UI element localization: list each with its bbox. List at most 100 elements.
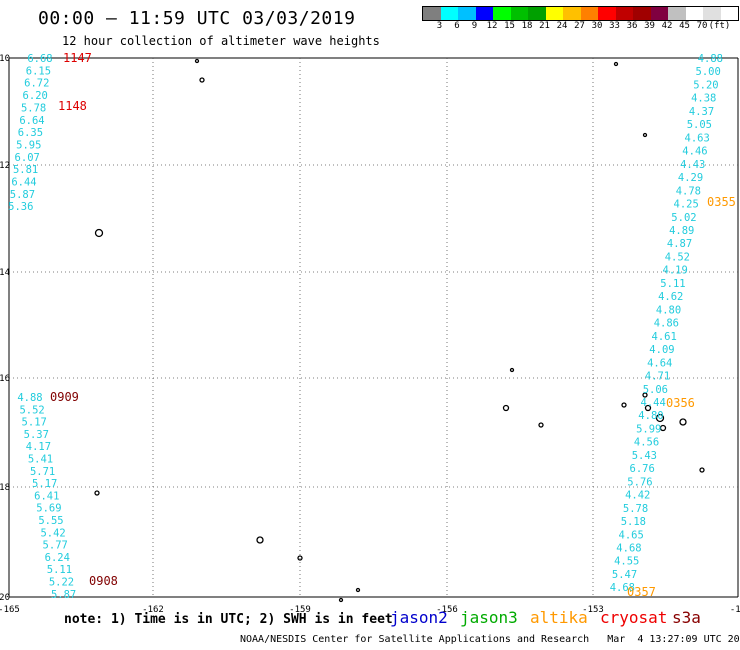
wave-height-value: 5.43 (632, 450, 657, 462)
wave-height-value: 4.56 (634, 437, 659, 449)
wave-height-value: 4.55 (614, 556, 639, 568)
satellite-legend-s3a: s3a (672, 608, 701, 627)
latitude-label: -14 (0, 268, 10, 278)
wave-height-value: 5.22 (49, 577, 74, 589)
map-footer: NOAA/NESDIS Center for Satellite Applica… (240, 634, 740, 645)
satellite-legend-jason2: jason2 (390, 608, 448, 627)
wave-height-value: 5.36 (8, 201, 33, 213)
wave-height-value: 4.68 (616, 543, 641, 555)
wave-height-value: 5.42 (40, 527, 65, 539)
wave-height-value: 4.29 (678, 172, 703, 184)
island-outline (196, 60, 199, 63)
pass-time-label: 0356 (666, 396, 695, 410)
island-outline (644, 134, 647, 137)
island-outline (511, 369, 514, 372)
longitude-label: -165 (0, 605, 20, 615)
wave-height-value: 5.11 (660, 278, 685, 290)
island-outline (700, 468, 704, 472)
wave-height-value: 6.24 (45, 552, 70, 564)
wave-height-value: 4.37 (689, 106, 714, 118)
wave-height-value: 4.61 (652, 331, 677, 343)
track-right: 4.885.005.20 4.384.375.054.63 4.464.434.29… (610, 53, 723, 594)
wave-height-value: 5.00 (696, 66, 721, 78)
wave-height-value: 4.89 (669, 225, 694, 237)
wave-height-value: 4.80 (656, 304, 681, 316)
wave-height-value: 5.95 (16, 139, 41, 151)
wave-height-value: 6.20 (23, 90, 48, 102)
wave-height-value: 6.76 (630, 463, 655, 475)
track-left-upper: 6.686.156.726.205.786.646.355.956.075.81… (8, 53, 52, 213)
altimeter-tracks: 6.686.156.726.205.786.646.355.956.075.81… (8, 51, 736, 601)
satellite-legend-cryosat: cryosat (600, 608, 667, 627)
wave-height-value: 5.81 (13, 164, 38, 176)
wave-height-value: 6.41 (34, 490, 59, 502)
wave-height-value: 5.17 (22, 417, 47, 429)
wave-height-value: 4.63 (685, 132, 710, 144)
wave-height-value: 4.42 (625, 490, 650, 502)
track-left-lower: 4.885.525.175.374.175.415.715.176.415.69… (17, 392, 76, 601)
wave-height-value: 6.07 (15, 152, 40, 164)
longitude-label: -15 (730, 605, 740, 615)
wave-height-value: 5.71 (30, 466, 55, 478)
island-outline (504, 406, 509, 411)
wave-height-value: 6.15 (26, 65, 51, 77)
wave-height-value: 4.86 (654, 318, 679, 330)
wave-height-value: 5.78 (623, 503, 648, 515)
wave-height-value: 6.64 (19, 115, 44, 127)
island-outline (200, 78, 204, 82)
wave-height-value: 4.17 (26, 441, 51, 453)
island-outline (615, 63, 618, 66)
pass-time-label: 0909 (50, 390, 79, 404)
wave-height-value: 5.20 (693, 79, 718, 91)
wave-height-value: 4.88 (698, 53, 723, 65)
wave-height-value: 5.37 (24, 429, 49, 441)
wave-height-value: 4.38 (691, 93, 716, 105)
wave-height-value: 5.41 (28, 454, 53, 466)
wave-height-value: 5.18 (621, 516, 646, 528)
latitude-label: -16 (0, 374, 10, 384)
wave-height-map: -10-12-14-16-18-20-165-162-159-156-153-1… (0, 0, 740, 650)
island-outline (622, 403, 626, 407)
wave-height-value: 6.44 (11, 177, 36, 189)
latitude-label: -20 (0, 593, 10, 603)
pass-time-label: 0357 (627, 585, 656, 599)
pass-time-label: 0355 (707, 195, 736, 209)
wave-height-value: 6.72 (24, 78, 49, 90)
wave-height-value: 5.47 (612, 569, 637, 581)
pass-time-label: 1148 (58, 99, 87, 113)
pass-time-label: 0908 (89, 574, 118, 588)
wave-height-value: 4.46 (682, 146, 707, 158)
island-outline (257, 537, 263, 543)
wave-height-value: 5.77 (43, 540, 68, 552)
wave-height-value: 5.69 (36, 503, 61, 515)
island-outline (357, 589, 360, 592)
island-outline (96, 230, 103, 237)
wave-height-value: 5.52 (19, 404, 44, 416)
latitude-label: -18 (0, 483, 10, 493)
wave-height-value: 5.02 (671, 212, 696, 224)
wave-height-value: 4.87 (667, 238, 692, 250)
wave-height-value: 4.64 (647, 357, 672, 369)
latitude-label: -10 (0, 54, 10, 64)
islands (95, 60, 704, 602)
satellite-legend-altika: altika (530, 608, 588, 627)
wave-height-value: 4.80 (638, 410, 663, 422)
wave-height-value: 4.71 (645, 371, 670, 383)
island-outline (539, 423, 543, 427)
wave-height-value: 4.78 (676, 185, 701, 197)
wave-height-value: 5.78 (21, 102, 46, 114)
wave-height-value: 5.87 (51, 589, 76, 601)
wave-height-value: 4.65 (619, 529, 644, 541)
wave-height-value: 5.99 (636, 423, 661, 435)
wave-height-value: 4.19 (663, 265, 688, 277)
wave-height-value: 4.88 (17, 392, 42, 404)
wave-height-value: 5.11 (47, 564, 72, 576)
wave-height-value: 6.68 (27, 53, 52, 65)
map-note: note: 1) Time is in UTC; 2) SWH is in fe… (64, 612, 393, 627)
pass-time-label: 1147 (63, 51, 92, 65)
island-outline (680, 419, 686, 425)
wave-height-value: 5.05 (687, 119, 712, 131)
wave-height-value: 5.55 (38, 515, 63, 527)
wave-height-value: 4.52 (665, 251, 690, 263)
island-outline (340, 599, 343, 602)
